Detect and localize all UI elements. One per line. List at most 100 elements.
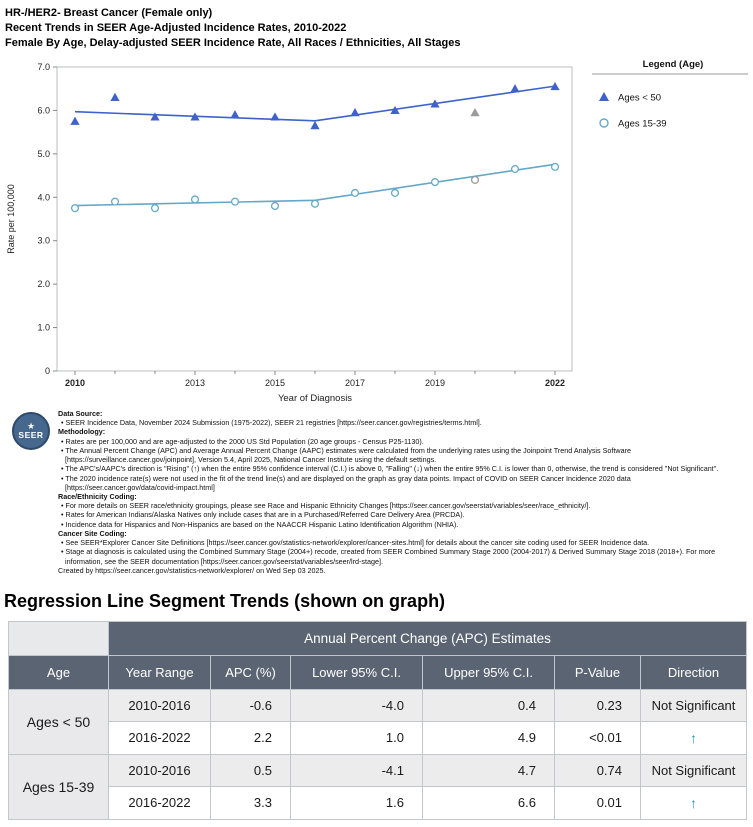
data-point [470, 175, 480, 184]
cell-upper-ci: 4.7 [422, 753, 555, 787]
data-point [390, 105, 400, 115]
footnote-line: Methodology: [58, 427, 106, 437]
cell-lower-ci: -4.0 [290, 688, 423, 722]
data-point [350, 188, 360, 197]
report-title-line2: Recent Trends in SEER Age-Adjusted Incid… [5, 22, 347, 34]
data-point [390, 188, 400, 197]
footnote-line: • For more details on SEER race/ethnicit… [61, 501, 591, 511]
data-point [310, 121, 320, 130]
cell-p-value: 0.01 [554, 785, 641, 820]
trends-heading: Regression Line Segment Trends (shown on… [4, 590, 446, 611]
cell-direction: Not Significant [640, 688, 747, 722]
data-point [510, 165, 520, 174]
footnote-line: • The Annual Percent Change (APC) and Av… [61, 445, 631, 465]
data-point [70, 204, 80, 213]
footnote-line: • Rates are per 100,000 and are age-adju… [61, 436, 424, 446]
data-point [270, 112, 280, 121]
footnote-line: • See SEER*Explorer Cancer Site Definiti… [61, 538, 650, 548]
table-row: 2016-2022 2.2 1.0 4.9 <0.01 ↑ [9, 720, 747, 755]
footnote-line: • The APC's/AAPC's direction is "Rising"… [61, 464, 719, 474]
data-point [150, 204, 160, 213]
y-tick-label: 1.0 [37, 323, 50, 333]
cell-lower-ci: 1.0 [290, 720, 423, 755]
data-point [230, 110, 240, 119]
cell-apc: 3.3 [210, 785, 291, 820]
data-point [70, 116, 80, 125]
data-point [110, 92, 120, 101]
footnote-line: Created by https://seer.cancer.gov/stati… [58, 565, 326, 575]
footnote-line: • Incidence data for Hispanics and Non-H… [61, 519, 459, 529]
x-tick-label: 2015 [265, 378, 285, 388]
x-tick-label: 2017 [345, 378, 365, 388]
col-header-direction: Direction [640, 654, 747, 690]
data-point [430, 99, 440, 108]
footnote-line: • SEER Incidence Data, November 2024 Sub… [61, 418, 482, 428]
footnote-line: Race/Ethnicity Coding: [58, 491, 137, 501]
col-header-p-value: P-Value [554, 654, 641, 690]
x-axis-title: Year of Diagnosis [278, 393, 352, 404]
cell-year-range: 2010-2016 [108, 753, 211, 787]
cell-apc: 0.5 [210, 753, 291, 787]
col-header-lower-ci: Lower 95% C.I. [290, 654, 423, 690]
footnote-line: Data Source: [58, 409, 103, 418]
data-point [110, 197, 120, 206]
legend-title: Legend (Age) [643, 59, 704, 70]
data-point [150, 112, 160, 121]
data-point [550, 81, 560, 91]
report-title-line1: HR-/HER2- Breast Cancer (Female only) [5, 7, 213, 19]
cell-p-value: 0.74 [554, 753, 641, 787]
report-title-line3: Female By Age, Delay-adjusted SEER Incid… [5, 37, 461, 49]
data-point [430, 178, 440, 187]
age-group-label: Ages 15-39 [8, 753, 109, 820]
y-tick-label: 5.0 [37, 149, 50, 159]
footnotes: ★ SEER Data Source: • SEER Incidence Dat… [12, 409, 724, 575]
table-row: Ages 15-39 2010-2016 0.5 -4.1 4.7 0.74 N… [8, 753, 747, 820]
y-axis-title: Rate per 100,000 [6, 184, 16, 254]
x-tick-label: 2022 [545, 378, 565, 388]
seer-logo: ★ SEER [12, 412, 50, 450]
col-header-age: Age [8, 654, 109, 690]
cell-apc: -0.6 [210, 688, 291, 722]
plot-area [56, 66, 573, 372]
cell-year-range: 2010-2016 [108, 688, 211, 722]
cell-upper-ci: 6.6 [422, 785, 555, 820]
report-header: HR-/HER2- Breast Cancer (Female only) Re… [0, 0, 753, 51]
legend-marker-circle-icon [599, 118, 609, 128]
seer-logo-star-icon: ★ [26, 421, 36, 431]
apc-estimates-header: Annual Percent Change (APC) Estimates [108, 620, 747, 656]
legend-label: Ages < 50 [618, 93, 661, 104]
data-point [350, 108, 360, 117]
table-row: 2016-2022 3.3 1.6 6.6 0.01 ↑ [9, 785, 747, 820]
col-header-upper-ci: Upper 95% C.I. [422, 654, 555, 690]
data-point [190, 112, 200, 121]
x-tick-label: 2013 [185, 378, 205, 388]
footnote-line: • Rates for American Indians/Alaska Nati… [61, 510, 465, 520]
cell-direction: Not Significant [640, 753, 747, 787]
cell-p-value: 0.23 [554, 688, 641, 722]
y-tick-label: 6.0 [37, 105, 50, 115]
cell-lower-ci: -4.1 [290, 753, 423, 787]
cell-upper-ci: 0.4 [422, 688, 555, 722]
cell-p-value: <0.01 [554, 720, 641, 755]
cell-year-range: 2016-2022 [108, 720, 211, 755]
col-header-apc: APC (%) [210, 654, 291, 690]
x-tick-label: 2010 [65, 378, 85, 388]
trend-chart: 0 1.0 2.0 3.0 4.0 5.0 6.0 7.0 2010 2013 2015 2017 20… [6, 59, 748, 404]
trends-table: Annual Percent Change (APC) Estimates Ag… [8, 620, 747, 820]
data-point [190, 195, 200, 204]
cell-apc: 2.2 [210, 720, 291, 755]
y-tick-label: 3.0 [37, 236, 50, 246]
y-tick-label: 4.0 [37, 192, 50, 202]
data-point [270, 201, 280, 211]
footnote-line: • Stage at diagnosis is calculated using… [61, 547, 716, 566]
seer-logo-text: SEER [18, 430, 44, 440]
y-tick-label: 7.0 [37, 62, 50, 72]
rising-arrow-icon: ↑ [640, 720, 747, 755]
y-tick-label: 0 [45, 366, 50, 376]
col-header-year-range: Year Range [108, 654, 211, 690]
table-row: Ages < 50 2010-2016 -0.6 -4.0 0.4 0.23 N… [8, 688, 747, 755]
footnote-line: Cancer Site Coding: [58, 528, 127, 538]
cell-year-range: 2016-2022 [108, 785, 211, 820]
footnote-line: • The 2020 incidence rate(s) were not us… [61, 473, 631, 492]
rising-arrow-icon: ↑ [640, 785, 747, 820]
